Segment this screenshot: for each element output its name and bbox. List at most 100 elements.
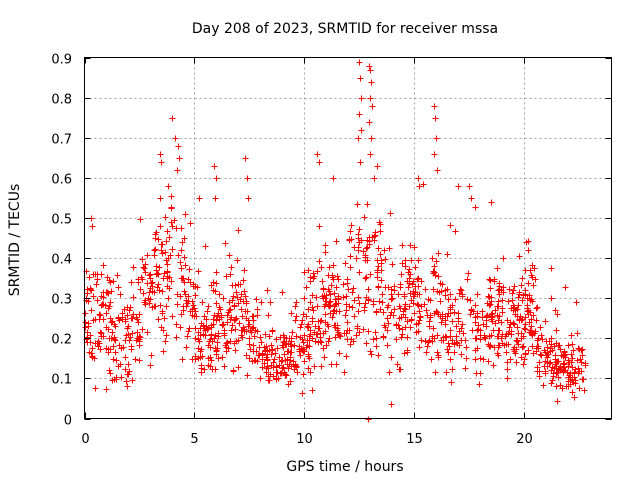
data-point <box>103 310 110 317</box>
data-point <box>398 314 405 321</box>
data-point <box>354 201 361 208</box>
data-point <box>169 246 176 253</box>
data-point <box>156 264 163 271</box>
data-point <box>347 264 354 271</box>
data-point <box>353 332 360 339</box>
data-point <box>165 255 172 262</box>
data-point <box>349 304 356 311</box>
data-point <box>499 309 506 316</box>
data-point <box>375 245 382 252</box>
data-point <box>534 364 541 371</box>
data-point <box>502 333 509 340</box>
data-point <box>129 315 136 322</box>
data-point <box>322 249 329 256</box>
data-point <box>251 333 258 340</box>
data-point <box>84 290 91 297</box>
data-point <box>262 331 269 338</box>
data-point <box>176 155 183 162</box>
data-point <box>157 151 164 158</box>
data-point <box>266 333 273 340</box>
data-point <box>126 337 133 344</box>
data-point <box>146 300 153 307</box>
data-point <box>562 284 569 291</box>
data-point <box>314 268 321 275</box>
data-point <box>514 324 521 331</box>
data-point <box>288 310 295 317</box>
data-point <box>165 183 172 190</box>
y-tick-label: 0.6 <box>51 173 72 188</box>
data-point <box>174 167 181 174</box>
data-point <box>327 298 334 305</box>
data-point <box>281 351 288 358</box>
data-point <box>112 337 119 344</box>
data-point <box>433 135 440 142</box>
x-tick-label: 5 <box>190 432 198 447</box>
data-point <box>173 334 180 341</box>
data-point <box>142 269 149 276</box>
data-point <box>133 314 140 321</box>
data-point <box>410 278 417 285</box>
data-point <box>248 329 255 336</box>
data-point <box>184 300 191 307</box>
data-point <box>182 291 189 298</box>
data-point <box>279 365 286 372</box>
data-point <box>196 195 203 202</box>
data-point <box>489 310 496 317</box>
data-point <box>313 331 320 338</box>
data-point <box>96 311 103 318</box>
data-point <box>105 349 112 356</box>
data-point <box>181 254 188 261</box>
data-point <box>358 127 365 134</box>
data-point <box>252 357 259 364</box>
data-point <box>456 328 463 335</box>
data-point <box>355 308 362 315</box>
data-point <box>361 214 368 221</box>
data-point <box>279 357 286 364</box>
data-point <box>420 181 427 188</box>
data-point <box>395 291 402 298</box>
data-point <box>216 304 223 311</box>
data-point <box>549 377 556 384</box>
data-point <box>495 344 502 351</box>
data-point <box>353 255 360 262</box>
data-point <box>484 300 491 307</box>
data-point <box>427 312 434 319</box>
data-point <box>254 312 261 319</box>
data-point <box>305 306 312 313</box>
data-point <box>453 323 460 330</box>
data-point <box>285 348 292 355</box>
data-point <box>423 349 430 356</box>
data-point <box>434 332 441 339</box>
data-point <box>503 341 510 348</box>
data-point <box>147 362 154 369</box>
x-tick-labels: 0 5 10 15 20 <box>81 432 532 447</box>
data-point <box>168 278 175 285</box>
data-point <box>315 339 322 346</box>
data-point <box>204 308 211 315</box>
data-point <box>548 367 555 374</box>
data-point <box>125 361 132 368</box>
data-point <box>580 376 587 383</box>
data-point <box>519 297 526 304</box>
data-point <box>88 287 95 294</box>
data-point <box>213 175 220 182</box>
data-point <box>235 227 242 234</box>
data-point <box>426 318 433 325</box>
data-point <box>94 340 101 347</box>
data-point <box>469 327 476 334</box>
data-point <box>367 151 374 158</box>
data-point <box>401 350 408 357</box>
data-point <box>103 289 110 296</box>
data-point <box>88 307 95 314</box>
data-point <box>93 281 100 288</box>
data-point <box>144 252 151 259</box>
data-point <box>153 229 160 236</box>
data-point <box>570 347 577 354</box>
data-point <box>498 335 505 342</box>
data-point <box>205 303 212 310</box>
data-point <box>94 297 101 304</box>
data-point <box>548 380 555 387</box>
data-point <box>376 219 383 226</box>
data-point <box>500 289 507 296</box>
data-point <box>109 329 116 336</box>
